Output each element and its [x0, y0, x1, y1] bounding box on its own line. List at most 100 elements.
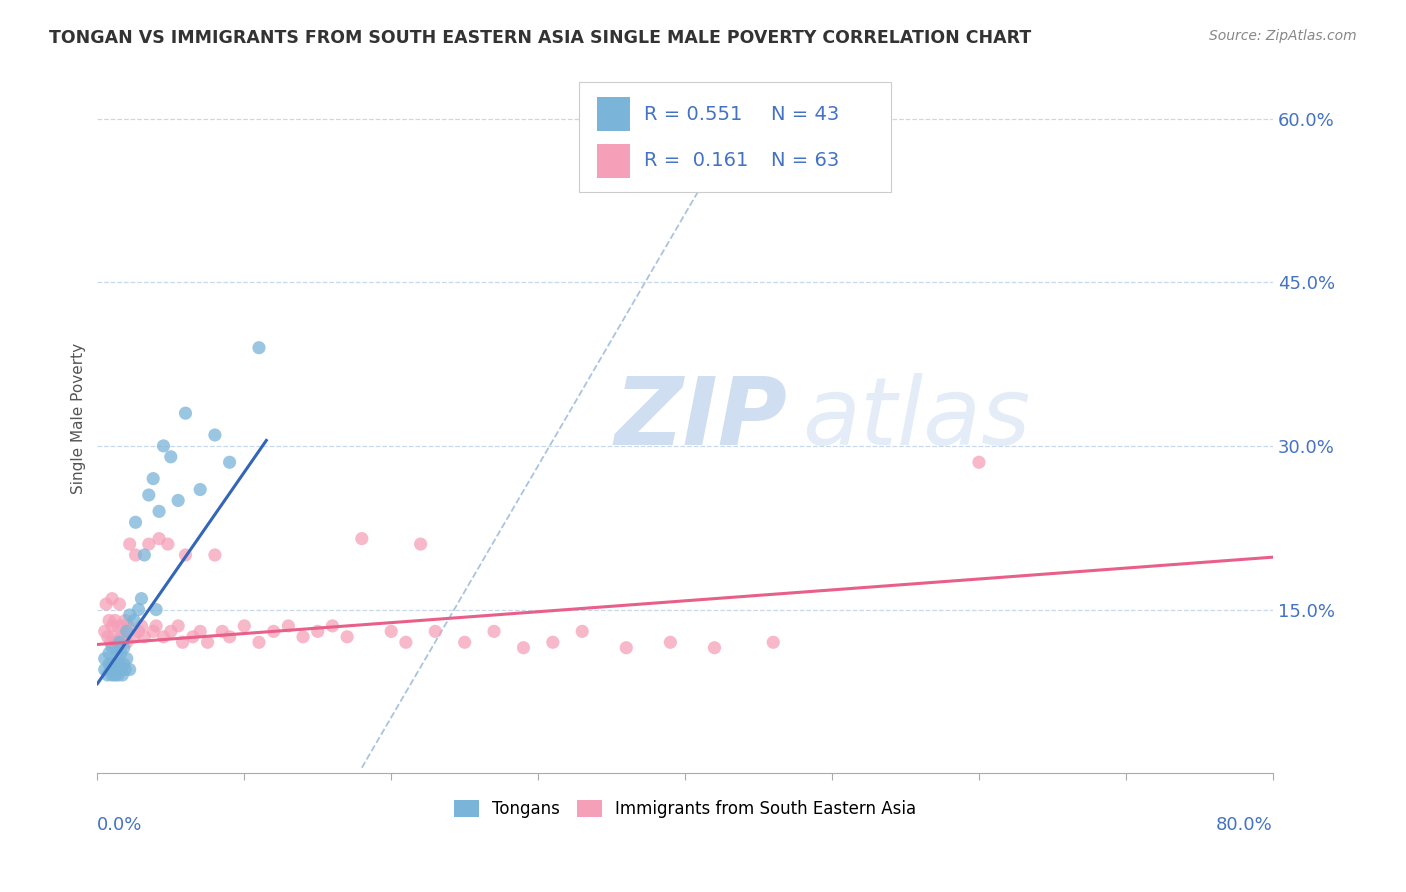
Legend: Tongans, Immigrants from South Eastern Asia: Tongans, Immigrants from South Eastern A…	[447, 794, 922, 825]
Text: ZIP: ZIP	[614, 373, 787, 465]
Point	[204, 548, 226, 562]
Point	[117, 619, 139, 633]
Point	[614, 640, 637, 655]
Point	[395, 635, 418, 649]
Point	[145, 602, 167, 616]
Point	[101, 640, 124, 655]
Point	[110, 646, 132, 660]
Point	[111, 668, 134, 682]
Point	[98, 657, 121, 671]
Point	[110, 663, 132, 677]
Point	[115, 635, 138, 649]
Point	[96, 597, 118, 611]
Point	[181, 630, 204, 644]
Point	[105, 663, 128, 677]
Point	[148, 532, 170, 546]
Point	[104, 614, 127, 628]
Point	[174, 406, 197, 420]
Point	[307, 624, 329, 639]
Point	[541, 635, 564, 649]
Point	[571, 624, 593, 639]
Point	[659, 635, 682, 649]
Point	[380, 624, 402, 639]
Point	[100, 635, 122, 649]
Point	[108, 635, 131, 649]
Point	[197, 635, 219, 649]
Point	[127, 624, 149, 639]
Point	[482, 624, 505, 639]
Point	[131, 591, 153, 606]
Point	[104, 657, 127, 671]
Point	[98, 646, 121, 660]
Point	[247, 341, 270, 355]
Point	[122, 614, 145, 628]
Text: TONGAN VS IMMIGRANTS FROM SOUTH EASTERN ASIA SINGLE MALE POVERTY CORRELATION CHA: TONGAN VS IMMIGRANTS FROM SOUTH EASTERN …	[49, 29, 1032, 46]
Text: atlas: atlas	[803, 373, 1031, 464]
Point	[103, 630, 125, 644]
FancyBboxPatch shape	[579, 82, 891, 192]
Point	[292, 630, 315, 644]
Point	[107, 668, 129, 682]
Point	[107, 619, 129, 633]
Point	[104, 668, 127, 682]
Text: R = 0.551: R = 0.551	[644, 104, 742, 124]
Point	[118, 663, 141, 677]
Point	[138, 488, 160, 502]
Point	[145, 619, 167, 633]
Point	[167, 619, 190, 633]
Point	[110, 630, 132, 644]
Point	[112, 630, 135, 644]
Point	[152, 439, 174, 453]
Point	[98, 614, 121, 628]
Point	[211, 624, 233, 639]
Point	[97, 668, 120, 682]
Point	[101, 668, 124, 682]
Point	[425, 624, 447, 639]
Point	[118, 537, 141, 551]
Point	[204, 428, 226, 442]
Point	[156, 537, 179, 551]
Point	[122, 630, 145, 644]
Point	[409, 537, 432, 551]
Point	[762, 635, 785, 649]
Point	[114, 614, 136, 628]
Point	[114, 663, 136, 677]
Point	[115, 624, 138, 639]
Point	[142, 472, 165, 486]
Point	[159, 624, 181, 639]
Point	[967, 455, 990, 469]
Point	[263, 624, 285, 639]
Point	[131, 619, 153, 633]
Point	[703, 640, 725, 655]
Point	[152, 630, 174, 644]
Point	[124, 516, 146, 530]
Point	[174, 548, 197, 562]
FancyBboxPatch shape	[598, 96, 630, 130]
Point	[134, 630, 156, 644]
Point	[124, 548, 146, 562]
Point	[453, 635, 475, 649]
Point	[142, 624, 165, 639]
Point	[138, 537, 160, 551]
Point	[277, 619, 299, 633]
Point	[101, 619, 124, 633]
Point	[93, 651, 115, 665]
Point	[115, 651, 138, 665]
Point	[100, 663, 122, 677]
Text: N = 43: N = 43	[770, 104, 839, 124]
Point	[93, 624, 115, 639]
Point	[218, 630, 240, 644]
Point	[218, 455, 240, 469]
Point	[350, 532, 373, 546]
Point	[101, 657, 124, 671]
Point	[111, 619, 134, 633]
Point	[127, 602, 149, 616]
Point	[105, 635, 128, 649]
Point	[321, 619, 343, 633]
Point	[112, 640, 135, 655]
Point	[159, 450, 181, 464]
Text: Source: ZipAtlas.com: Source: ZipAtlas.com	[1209, 29, 1357, 43]
Point	[118, 607, 141, 622]
Point	[188, 624, 211, 639]
Point	[148, 504, 170, 518]
